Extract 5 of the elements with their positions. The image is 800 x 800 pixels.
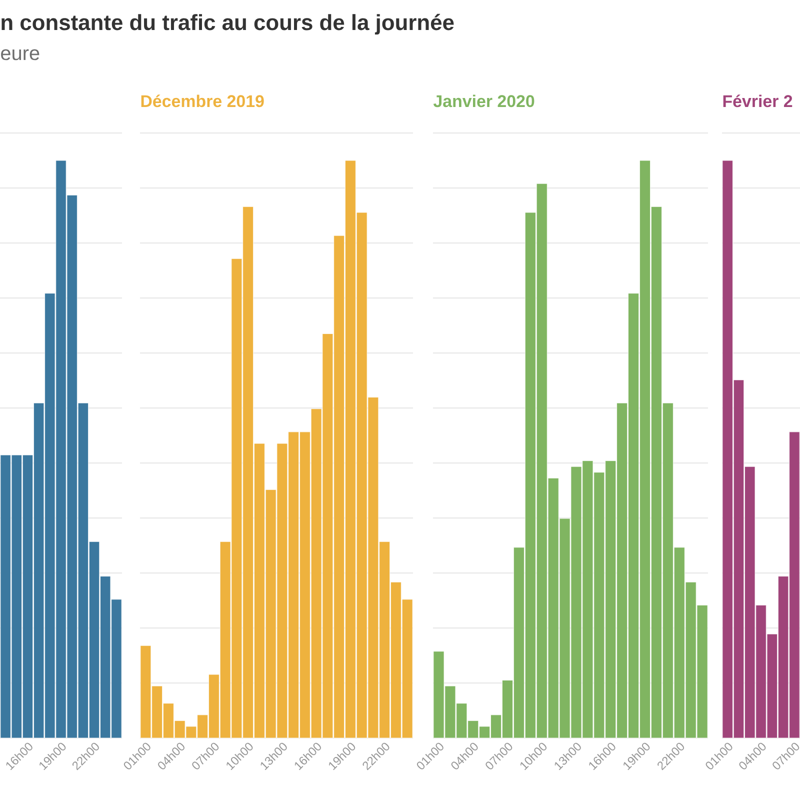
chart-title: Janvier 2020	[433, 94, 534, 108]
chart-subtitle: eure	[1, 49, 40, 60]
chart-title: Février 2	[723, 94, 792, 108]
text: n constante du trafic au cours de la journée	[2, 14, 454, 35]
chart-title: Décembre 2019	[141, 94, 264, 108]
